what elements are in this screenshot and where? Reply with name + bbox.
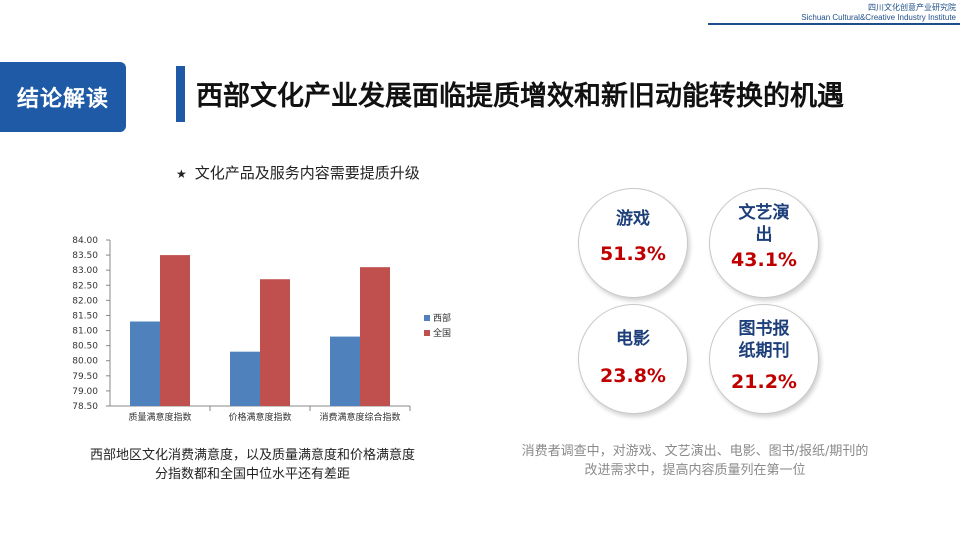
stat-name: 文艺演 <box>738 203 790 223</box>
y-tick-label: 80.00 <box>72 357 98 367</box>
y-tick-label: 83.00 <box>72 266 98 276</box>
legend-swatch <box>424 315 430 321</box>
stat-value: 23.8% <box>600 365 666 387</box>
chart-caption-line: 西部地区文化消费满意度，以及质量满意度和价格满意度 <box>89 448 415 463</box>
x-tick-label: 消费满意度综合指数 <box>319 411 400 423</box>
legend-label: 全国 <box>433 327 451 339</box>
stat-name: 纸期刊 <box>738 341 790 361</box>
bar-west <box>330 336 360 406</box>
star-icon: ★ <box>176 167 187 181</box>
survey-caption-line: 消费者调查中，对游戏、文艺演出、电影、图书/报纸/期刊的 <box>521 444 869 459</box>
y-tick-label: 79.50 <box>72 372 98 382</box>
star-bullet-item: ★ 文化产品及服务内容需要提质升级 <box>176 162 420 183</box>
stat-value: 21.2% <box>731 371 797 393</box>
stat-name: 出 <box>755 225 773 245</box>
satisfaction-bar-chart: 78.50 79.00 79.50 80.00 80.50 81.00 81.50 82.00… <box>72 236 451 423</box>
y-tick-label: 79.00 <box>72 387 98 397</box>
legend-swatch <box>424 330 430 336</box>
title-accent-bar <box>176 66 185 122</box>
brand-header: 四川文化创意产业研究院 Sichuan Cultural&Creative In… <box>801 3 956 23</box>
y-tick-label: 82.50 <box>72 281 98 291</box>
bar-national <box>160 255 190 406</box>
y-tick-label: 80.50 <box>72 342 98 352</box>
bar-west <box>130 321 160 406</box>
y-tick-label: 83.50 <box>72 251 98 261</box>
x-tick-label: 价格满意度指数 <box>228 411 291 423</box>
stat-value: 43.1% <box>731 249 797 271</box>
y-tick-label: 81.00 <box>72 327 98 337</box>
survey-caption-line: 改进需求中，提高内容质量列在第一位 <box>584 463 806 478</box>
brand-divider <box>708 23 960 25</box>
stat-name: 图书报 <box>738 319 790 339</box>
bar-national <box>360 267 390 406</box>
x-tick-label: 质量满意度指数 <box>128 411 191 423</box>
stat-circle-movies: 电影 23.8% <box>578 304 688 414</box>
brand-name-en: Sichuan Cultural&Creative Industry Insti… <box>801 13 956 22</box>
stat-value: 51.3% <box>600 243 666 265</box>
stat-circle-games: 游戏 51.3% <box>578 188 688 298</box>
stat-name: 电影 <box>616 329 650 349</box>
y-tick-label: 84.00 <box>72 236 98 246</box>
chart-caption-line: 分指数都和全国中位水平还有差距 <box>154 467 350 482</box>
legend-label: 西部 <box>433 312 451 324</box>
brand-name-cn: 四川文化创意产业研究院 <box>868 3 956 12</box>
stat-circle-performances: 文艺演 出 43.1% <box>709 188 819 298</box>
star-item-text: 文化产品及服务内容需要提质升级 <box>194 164 420 182</box>
stat-circle-books: 图书报 纸期刊 21.2% <box>709 304 819 414</box>
survey-caption: 消费者调查中，对游戏、文艺演出、电影、图书/报纸/期刊的 改进需求中，提高内容质… <box>500 442 890 480</box>
bar-west <box>230 351 260 406</box>
chart-caption: 西部地区文化消费满意度，以及质量满意度和价格满意度 分指数都和全国中位水平还有差… <box>60 446 445 484</box>
y-tick-label: 78.50 <box>72 402 98 412</box>
y-tick-label: 81.50 <box>72 311 98 321</box>
stat-name: 游戏 <box>616 209 650 229</box>
section-badge: 结论解读 <box>0 62 126 132</box>
bar-national <box>260 279 290 406</box>
y-tick-label: 82.00 <box>72 296 98 306</box>
page-title: 西部文化产业发展面临提质增效和新旧动能转换的机遇 <box>196 81 844 112</box>
